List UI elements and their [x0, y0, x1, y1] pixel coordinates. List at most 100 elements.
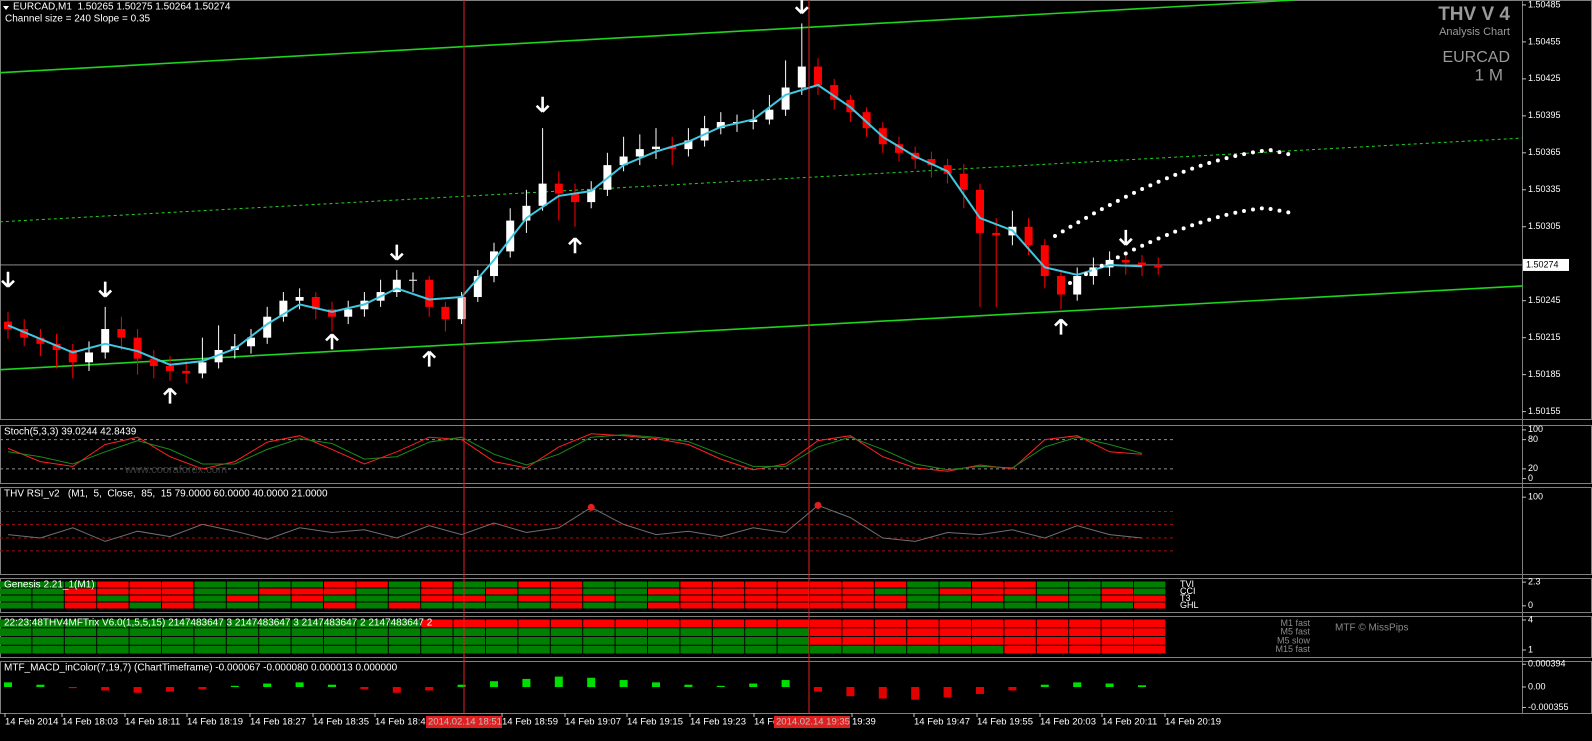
heat-cell	[712, 637, 745, 645]
heat-cell	[583, 595, 615, 602]
heat-cell	[810, 595, 842, 602]
heat-cell	[550, 602, 583, 609]
signal-arrow	[568, 237, 582, 254]
heat-cell	[421, 595, 453, 602]
heat-cell	[939, 637, 971, 645]
heat-cell	[939, 588, 971, 595]
histogram-bar	[328, 684, 336, 687]
histogram-bar	[392, 687, 401, 693]
heat-cell	[842, 581, 874, 588]
heat-cell	[388, 602, 421, 609]
heat-cell	[97, 619, 129, 628]
heat-cell	[874, 581, 907, 588]
menu-triangle[interactable]	[3, 6, 9, 10]
heat-cell	[550, 588, 583, 595]
histogram-bar	[360, 687, 369, 690]
y-tick-label: 0.000394	[1528, 659, 1566, 669]
heat-cell	[259, 645, 291, 654]
heat-cell	[939, 619, 971, 628]
heat-cell	[972, 595, 1004, 602]
heat-cell	[97, 645, 129, 654]
heat-cell	[777, 628, 809, 636]
histogram-bar	[652, 682, 660, 687]
indicator-line	[7, 504, 1143, 542]
heat-cell	[972, 619, 1004, 628]
row-label: GHL	[1180, 600, 1199, 610]
candle-body	[538, 183, 547, 206]
heat-cell	[680, 637, 712, 645]
heat-cell	[291, 595, 323, 602]
histogram-bar	[976, 687, 984, 694]
signal-arrow	[794, 0, 809, 15]
histogram-bar	[554, 676, 563, 687]
signal-arrow	[422, 350, 437, 367]
heat-cell	[388, 588, 421, 595]
signal-arrow	[163, 387, 177, 404]
candle-body	[490, 251, 498, 277]
heat-cell	[615, 595, 647, 602]
heat-cell	[0, 595, 32, 602]
y-tick-label: 100	[1528, 424, 1543, 434]
heat-cell	[777, 595, 809, 602]
heat-cell	[874, 588, 907, 595]
heat-cell	[810, 588, 842, 595]
heat-cell	[1004, 645, 1036, 654]
candle-body	[830, 85, 839, 100]
heat-cell	[939, 645, 971, 654]
candle-body	[166, 366, 174, 371]
y-tick-label: 1.50245	[1528, 295, 1561, 305]
heat-cell	[1004, 619, 1036, 628]
heat-cell	[259, 602, 291, 609]
heat-cell	[745, 637, 777, 645]
heat-cell	[518, 588, 550, 595]
y-tick-label: 1.50185	[1528, 369, 1561, 379]
heat-cell	[162, 619, 194, 628]
panel-title: THV RSI_v2 (M1, 5, Close, 85, 15 79.0000…	[4, 489, 328, 500]
heat-cell	[615, 588, 647, 595]
heat-cell	[194, 588, 226, 595]
signal-arrow	[1, 271, 15, 288]
heat-cell	[324, 595, 356, 602]
candle-body	[1121, 260, 1130, 263]
indicator-line	[7, 433, 1143, 472]
heat-cell	[291, 645, 323, 654]
moving-average	[7, 83, 1143, 366]
heat-cell	[194, 602, 226, 609]
x-tick-label: 14 Feb 19:07	[565, 717, 621, 728]
heat-cell	[874, 645, 907, 654]
candle-body	[295, 296, 304, 301]
y-tick-label: 1.50155	[1528, 406, 1561, 416]
candle-body	[441, 306, 450, 320]
heat-cell	[518, 619, 550, 628]
candle-body	[797, 66, 806, 88]
heat-cell	[486, 588, 518, 595]
candle-body	[52, 343, 61, 350]
histogram-bar	[684, 684, 693, 687]
candle-body	[1024, 226, 1033, 246]
heat-cell	[648, 602, 680, 609]
y-tick-label: 4	[1528, 614, 1533, 624]
heat-cell	[907, 628, 939, 636]
heat-cell	[939, 602, 971, 609]
heat-cell	[518, 602, 550, 609]
heat-cell	[194, 595, 226, 602]
row-label: M5 slow	[1277, 635, 1311, 645]
candle-body	[182, 370, 191, 374]
brand: THV V 4	[1438, 4, 1510, 25]
credit: MTF © MissPips	[1335, 623, 1408, 634]
heat-cell	[259, 588, 291, 595]
heat-cell	[615, 645, 647, 654]
overbought-mark	[587, 503, 595, 511]
heat-cell	[1004, 628, 1036, 636]
heat-cell	[842, 595, 874, 602]
heat-cell	[453, 637, 485, 645]
candle-body	[554, 183, 563, 194]
heat-cell	[421, 602, 453, 609]
y-tick-label: 1.50335	[1528, 184, 1561, 194]
y-tick-label: 1.50215	[1528, 332, 1561, 342]
y-tick-label: 2.3	[1528, 576, 1541, 586]
heat-cell	[712, 595, 745, 602]
heat-cell	[388, 628, 421, 636]
heat-cell	[874, 602, 907, 609]
